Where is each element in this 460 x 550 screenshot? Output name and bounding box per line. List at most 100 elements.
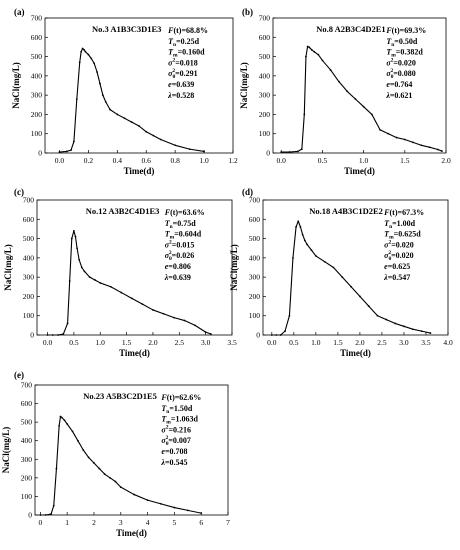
data-point: [133, 493, 136, 496]
parameter-annotation: σθ2=0.080: [386, 68, 416, 80]
param-value: =0.020: [391, 251, 414, 260]
x-tick-label: 1.0: [359, 156, 369, 165]
y-tick-label: 400: [249, 253, 261, 262]
y-axis-label: NaCl(mg/L): [3, 244, 13, 291]
data-point: [420, 144, 423, 147]
data-point: [428, 146, 431, 149]
data-point: [270, 334, 273, 336]
x-tick-label: 0.5: [289, 338, 299, 347]
data-point: [80, 50, 83, 53]
chart-panel-2: (b) 0 100 200 300 400 500 600 700 0.0 0.5 1.0 1.5 2.0…: [239, 7, 451, 176]
chart-panel-1: (a) 0 100 200 300 400 500 600 700 0.0 0.2 0.4 0.6 0.8…: [11, 7, 238, 176]
panel-label: (a): [14, 7, 25, 17]
data-point: [296, 150, 299, 153]
data-point: [109, 285, 112, 288]
panel-label: (e): [14, 370, 24, 380]
data-point: [116, 113, 119, 116]
x-axis-label: Time(d): [116, 528, 147, 538]
y-tick-label: 0: [28, 511, 32, 520]
y-tick-label: 700: [31, 14, 43, 23]
chart-title: No.23 A5B3C2D1E5: [83, 391, 157, 401]
param-value: =0.75d: [173, 219, 197, 228]
data-point: [87, 53, 90, 56]
data-point: [379, 128, 381, 131]
parameter-annotation: σθ2=0.007: [161, 435, 191, 447]
y-tick-label: 600: [31, 33, 43, 42]
parameter-annotation: λ=0.639: [164, 273, 191, 282]
param-value: =0.639: [172, 80, 195, 89]
param-subscript: n: [170, 224, 173, 230]
param-superscript: 2: [166, 435, 169, 441]
data-point: [99, 82, 101, 85]
y-tick-label: 600: [23, 215, 35, 224]
data-point: [51, 334, 54, 336]
y-tick-label: 300: [31, 91, 43, 100]
parameter-annotation: Tm=1.063d: [161, 415, 198, 426]
data-point: [59, 415, 62, 418]
param-symbol: σ: [384, 240, 389, 249]
data-point: [292, 256, 294, 259]
param-symbol: σ: [168, 58, 173, 67]
param-value: (t)=67.3%: [390, 208, 425, 217]
param-symbol: T: [161, 404, 167, 413]
data-point: [306, 243, 308, 246]
data-point: [188, 148, 191, 151]
param-value: =0.708: [165, 447, 188, 456]
param-symbol: F: [383, 208, 390, 217]
param-symbol: T: [165, 219, 171, 228]
y-tick-label: 400: [31, 71, 43, 80]
panel-label: (b): [242, 7, 253, 17]
data-point: [145, 130, 148, 133]
param-superscript: 2: [388, 250, 391, 256]
data-point: [66, 423, 69, 425]
x-tick-label: 0.2: [84, 156, 94, 165]
y-tick-label: 500: [21, 418, 33, 427]
data-point: [310, 48, 313, 51]
param-symbol: F: [164, 208, 171, 217]
data-point: [44, 514, 47, 516]
param-symbol: e: [168, 80, 172, 89]
data-point: [146, 499, 149, 502]
x-tick-label: 1.0: [311, 338, 321, 347]
data-point: [303, 113, 306, 116]
data-point: [82, 449, 85, 451]
parameter-annotation: σθ2=0.020: [384, 250, 414, 262]
param-value: =0.216: [168, 425, 191, 434]
y-tick-label: 600: [259, 33, 271, 42]
y-axis-label: NaCl(mg/L): [229, 244, 239, 291]
data-point: [354, 98, 357, 100]
param-symbol: T: [384, 219, 390, 228]
x-tick-label: 0: [38, 518, 42, 527]
parameter-annotation: σ2=0.216: [161, 424, 191, 434]
data-point: [52, 504, 55, 507]
x-tick-label: 3.5: [421, 338, 431, 347]
param-subscript: m: [166, 420, 171, 426]
data-point: [359, 295, 361, 298]
param-subscript: n: [389, 224, 392, 230]
y-tick-label: 0: [30, 331, 34, 340]
data-point: [120, 291, 123, 294]
x-tick-label: 0.6: [142, 156, 152, 165]
parameter-annotation: Tm=0.604d: [165, 230, 202, 241]
x-axis-label: Time(d): [124, 166, 155, 176]
data-point: [313, 50, 316, 53]
param-symbol: λ: [167, 91, 172, 100]
y-tick-label: 100: [23, 311, 35, 320]
y-tick-label: 200: [23, 292, 35, 301]
data-point: [141, 303, 144, 306]
data-point: [329, 69, 332, 71]
y-tick-label: 700: [259, 14, 271, 23]
param-value: =0.547: [388, 273, 411, 282]
y-tick-label: 0: [256, 331, 260, 340]
y-tick-label: 600: [21, 399, 33, 408]
data-point: [76, 439, 79, 442]
x-tick-label: 0.4: [113, 156, 123, 165]
x-tick-label: 1.5: [400, 156, 410, 165]
param-symbol: e: [386, 80, 390, 89]
data-point: [288, 151, 291, 153]
parameter-annotation: Tn=0.25d: [168, 37, 200, 48]
param-value: =0.806: [168, 262, 191, 271]
param-value: (t)=68.8%: [173, 26, 208, 35]
data-point: [299, 226, 302, 228]
data-point: [321, 59, 324, 62]
